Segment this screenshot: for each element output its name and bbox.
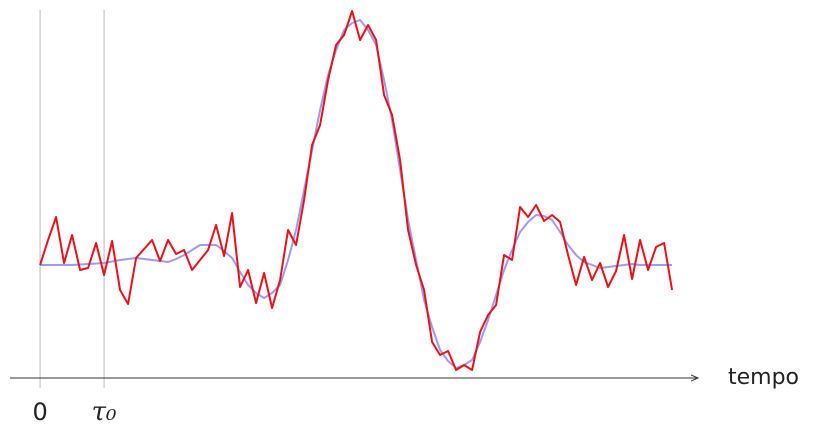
x-tick-label: 0	[32, 398, 47, 426]
series-line	[39, 10, 674, 371]
x-tick-label: τ₀	[92, 397, 117, 427]
x-axis-label: tempo	[728, 365, 799, 390]
series-line	[40, 19, 673, 369]
